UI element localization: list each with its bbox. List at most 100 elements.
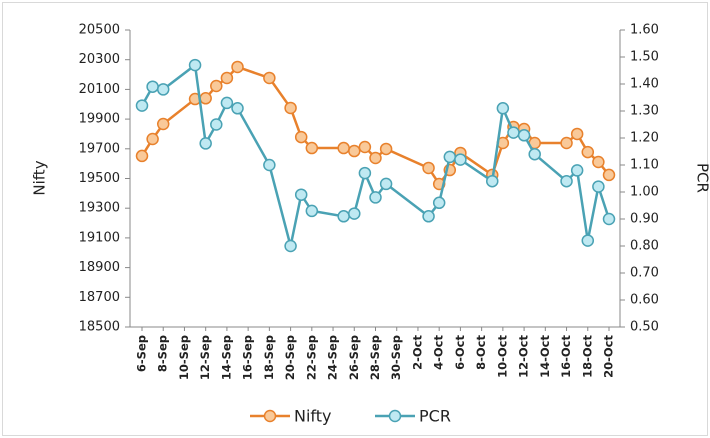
y2-tick-label: 0.90	[630, 212, 659, 227]
data-point	[348, 207, 361, 220]
data-point	[528, 147, 541, 161]
y-tick-label: 18500	[79, 320, 120, 335]
x-tick-label: 26-Sep	[347, 335, 361, 380]
y2-tick-label: 1.50	[630, 50, 659, 65]
data-point	[210, 79, 223, 93]
y-tick-label: 18900	[79, 260, 120, 275]
y2-tick-label: 1.10	[630, 158, 659, 173]
data-point	[358, 166, 372, 180]
x-tick-label: 30-Sep	[389, 335, 403, 380]
y-tick-label: 19700	[79, 141, 120, 156]
x-tick-label: 6-Sep	[135, 335, 149, 372]
data-point	[517, 129, 531, 142]
data-point	[422, 210, 435, 223]
x-tick-label: 14-Sep	[219, 335, 233, 380]
data-point	[486, 174, 499, 188]
data-point	[581, 234, 595, 247]
x-tick-label: 20-Oct	[602, 335, 616, 378]
data-point	[156, 83, 170, 96]
x-tick-label: 4-Oct	[432, 335, 446, 370]
x-tick-label: 10-Oct	[495, 335, 509, 378]
x-tick-label: 8-Oct	[474, 335, 488, 370]
y2-tick-label: 0.50	[630, 320, 659, 335]
x-tick-label: 14-Oct	[538, 335, 552, 378]
y-tick-label: 20500	[79, 23, 120, 38]
data-point	[135, 149, 149, 163]
x-tick-label: 24-Sep	[326, 335, 340, 380]
data-point	[570, 127, 584, 141]
x-tick-label: 16-Oct	[559, 335, 573, 378]
y-tick-label: 18700	[79, 290, 120, 305]
data-point	[422, 161, 435, 175]
data-point	[305, 141, 319, 155]
data-point	[581, 145, 595, 159]
legend-label: Nifty	[294, 407, 332, 426]
data-point	[337, 141, 350, 155]
data-point	[294, 188, 308, 201]
data-point	[231, 60, 244, 74]
data-point	[560, 136, 573, 150]
x-tick-label: 8-Sep	[156, 335, 170, 372]
x-tick-label: 12-Oct	[517, 335, 531, 378]
y2-tick-label: 0.80	[630, 239, 659, 254]
data-point	[231, 102, 244, 115]
x-tick-label: 18-Sep	[262, 335, 276, 380]
y2-tick-label: 0.70	[630, 266, 659, 281]
y2-tick-label: 1.60	[630, 23, 659, 38]
data-point	[220, 96, 234, 110]
x-tick-label: 6-Oct	[453, 335, 467, 370]
x-tick-label: 28-Sep	[368, 335, 382, 380]
y2-tick-label: 1.20	[630, 131, 659, 146]
data-point	[146, 80, 159, 93]
legend-marker	[263, 409, 277, 423]
y2-tick-label: 1.30	[630, 104, 659, 119]
y-tick-label: 19300	[79, 201, 120, 216]
data-point	[570, 164, 584, 177]
data-point	[305, 204, 319, 218]
x-tick-label: 18-Oct	[580, 335, 594, 378]
data-point	[284, 101, 297, 115]
data-point	[369, 191, 382, 204]
data-point	[146, 132, 159, 146]
data-point	[156, 117, 170, 131]
data-point	[443, 150, 457, 164]
x-tick-label: 10-Sep	[177, 335, 191, 380]
data-point	[358, 140, 372, 154]
data-point	[496, 102, 510, 115]
x-tick-label: 20-Sep	[283, 335, 297, 380]
y-tick-label: 20100	[79, 82, 120, 97]
legend-label: PCR	[419, 407, 451, 426]
data-point	[284, 239, 297, 253]
data-point	[592, 155, 605, 169]
data-point	[199, 137, 212, 150]
x-tick-label: 22-Sep	[304, 335, 318, 380]
data-point	[337, 210, 350, 223]
data-point	[220, 71, 234, 85]
data-point	[369, 151, 382, 165]
x-tick-label: 16-Sep	[241, 335, 255, 380]
y2-axis-title: PCR	[694, 163, 710, 193]
x-tick-label: 12-Sep	[198, 335, 212, 380]
data-point	[379, 142, 393, 156]
y-tick-label: 19100	[79, 230, 120, 245]
data-point	[135, 99, 149, 112]
data-point	[379, 177, 393, 191]
data-point	[188, 58, 202, 72]
data-point	[507, 126, 520, 139]
data-point	[602, 168, 616, 182]
y-tick-label: 19500	[79, 171, 120, 186]
x-tick-label: 2-Oct	[410, 335, 424, 370]
data-point	[602, 212, 616, 226]
legend-marker	[388, 409, 402, 423]
y-axis-title: Nifty	[31, 160, 49, 195]
data-point	[199, 92, 212, 105]
data-point	[560, 174, 573, 188]
y2-tick-label: 1.00	[630, 185, 659, 200]
data-point	[432, 196, 446, 210]
data-point	[454, 153, 467, 166]
y2-tick-label: 1.40	[630, 77, 659, 92]
y-tick-label: 20300	[79, 52, 120, 67]
y2-tick-label: 0.60	[630, 293, 659, 308]
data-point	[592, 180, 605, 193]
